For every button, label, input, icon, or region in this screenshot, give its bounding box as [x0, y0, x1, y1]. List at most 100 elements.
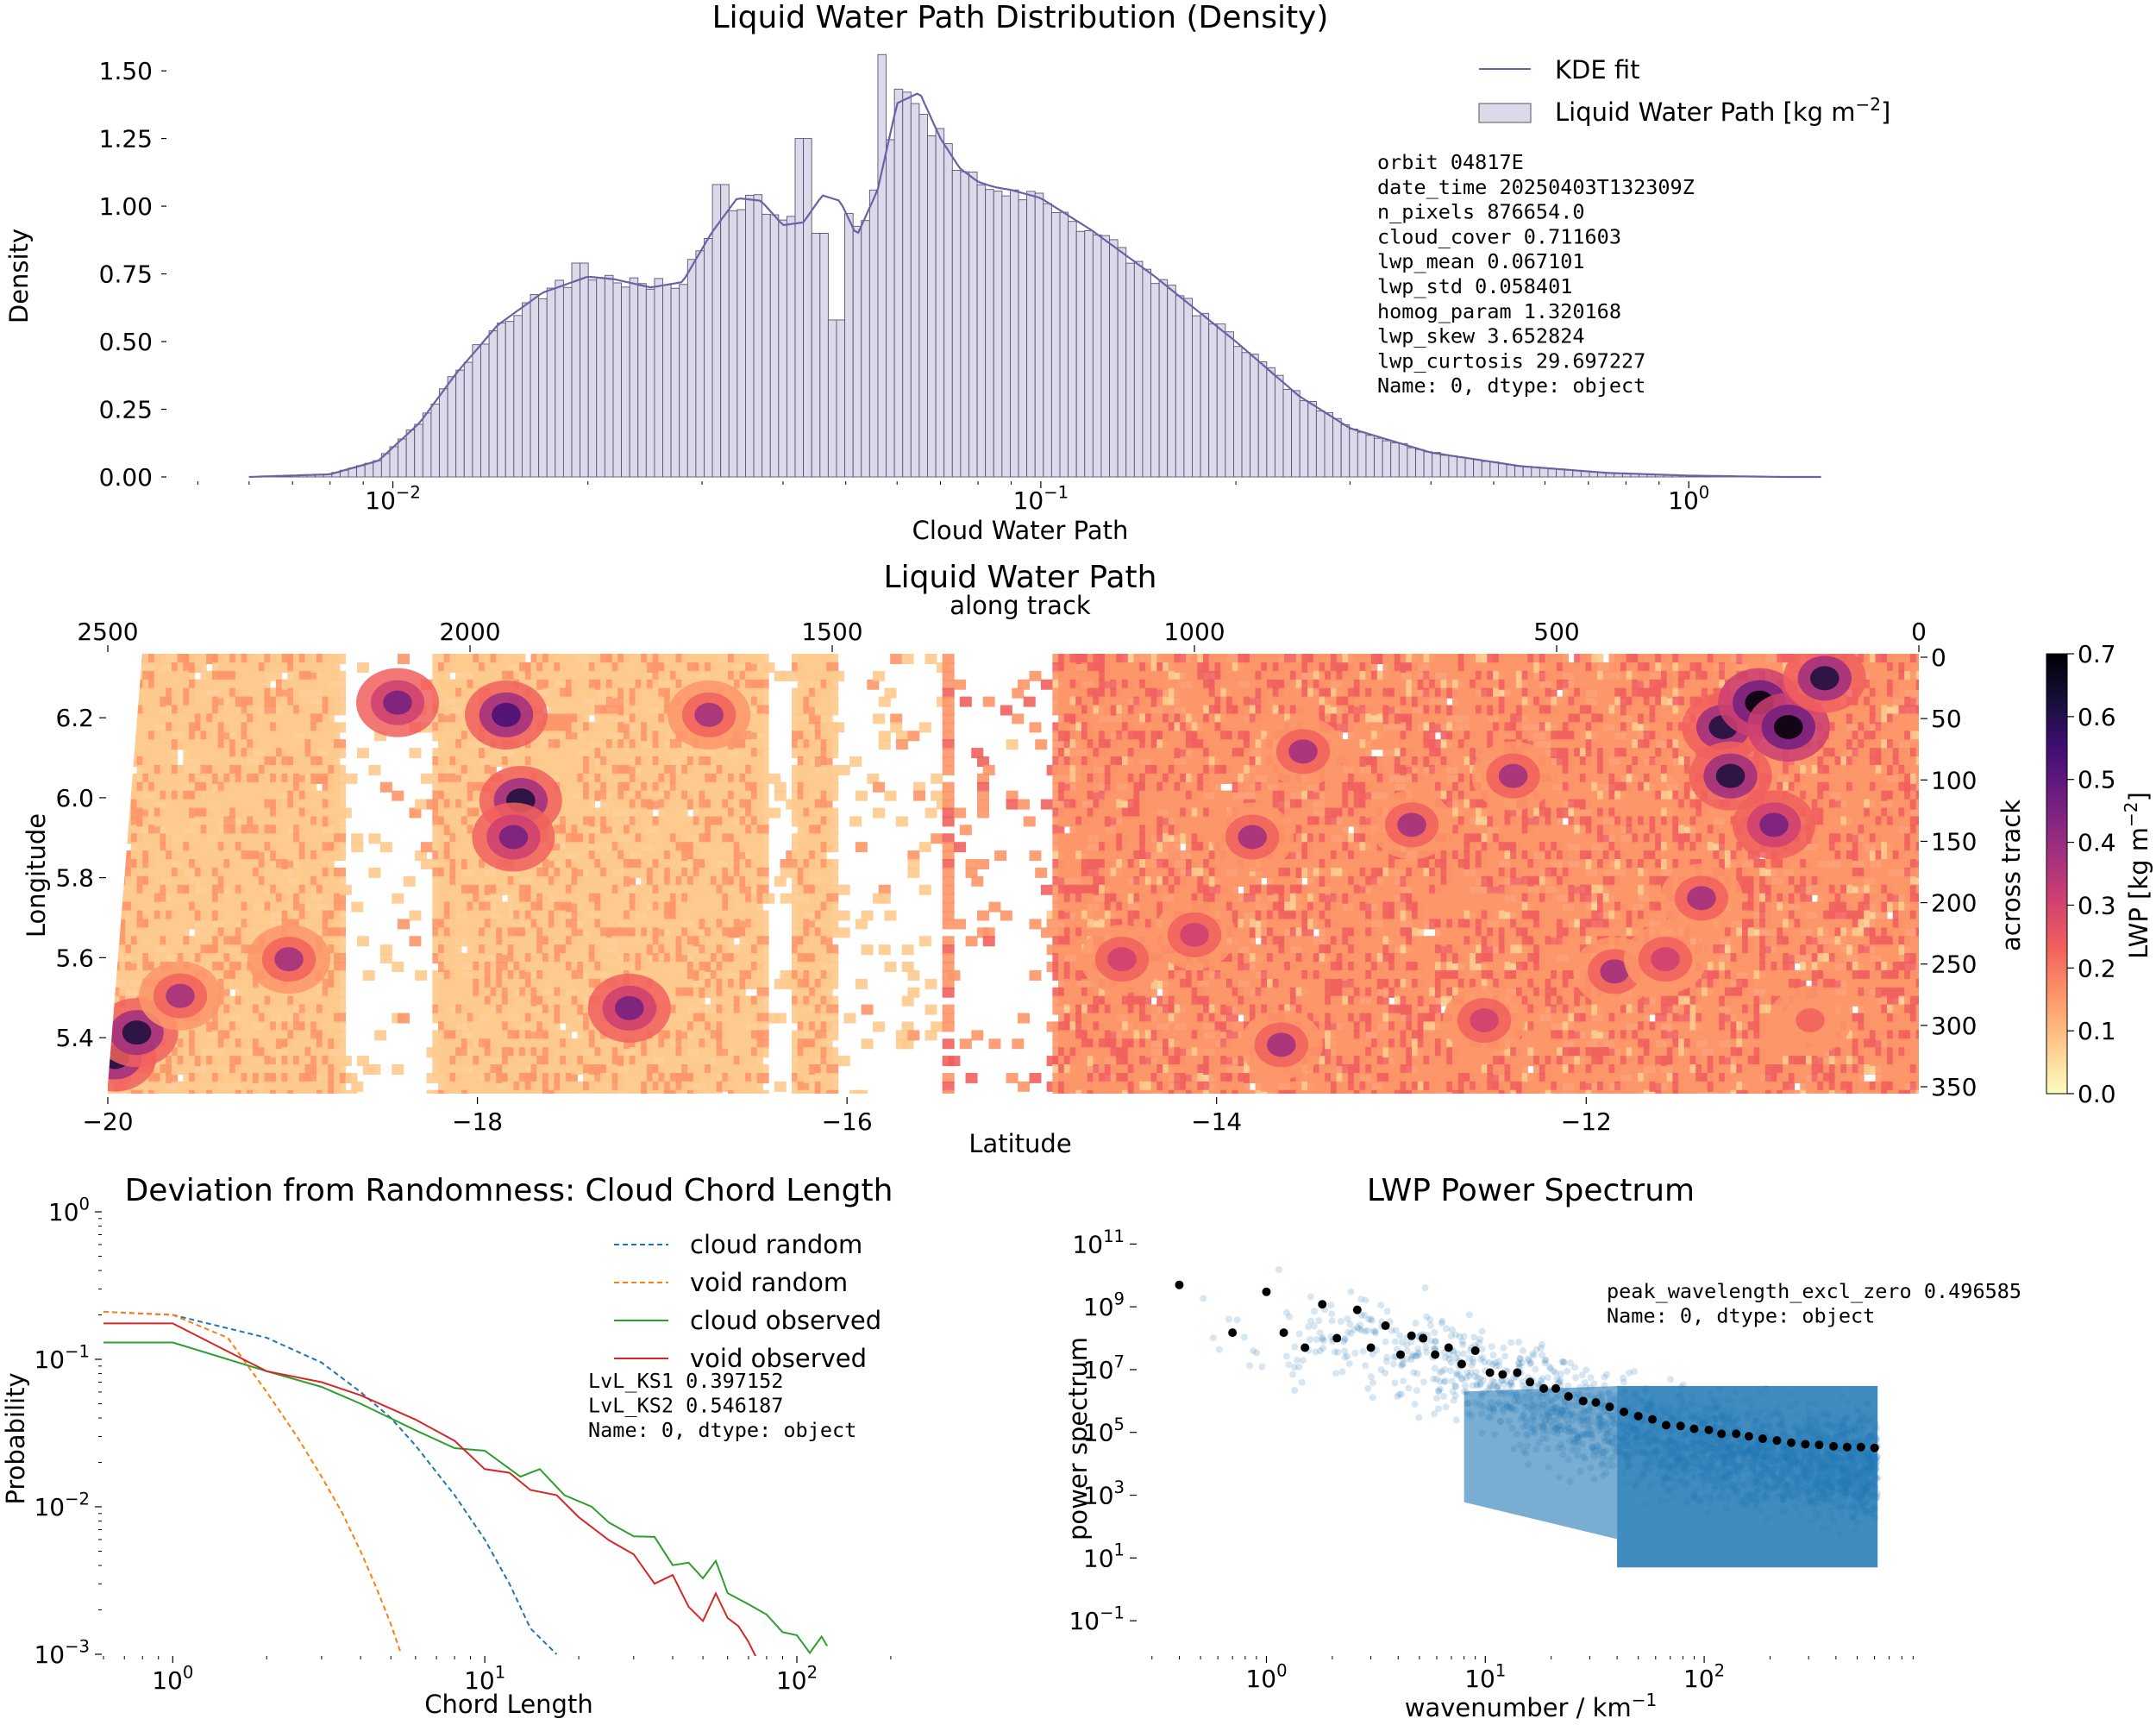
- histogram-bar: [538, 298, 548, 478]
- map-cell: [334, 654, 347, 664]
- histogram-bar: [1374, 437, 1383, 478]
- histogram-bar: [1464, 458, 1475, 478]
- histogram-bar: [1026, 191, 1036, 478]
- histogram-bar: [1225, 331, 1234, 478]
- map-cell: [264, 705, 277, 716]
- histogram-bar: [1266, 367, 1275, 478]
- histogram-bar: [1315, 411, 1326, 478]
- histogram-bar: [827, 319, 837, 478]
- histogram-bar: [728, 210, 738, 478]
- map-cell: [328, 731, 341, 742]
- map-cell: [264, 910, 277, 921]
- histogram-bar: [1365, 435, 1375, 478]
- map-cell: [310, 748, 323, 759]
- map-cell: [334, 722, 347, 733]
- map-cell: [287, 731, 300, 742]
- hist-plot-area: [248, 53, 1821, 479]
- map-cell: [322, 859, 335, 869]
- histogram-bar: [1357, 431, 1367, 478]
- histogram-bar: [761, 213, 771, 478]
- map-cell: [322, 1047, 335, 1058]
- map-cell: [328, 662, 341, 673]
- map-cell: [166, 859, 179, 869]
- map-cell: [379, 953, 392, 964]
- map-cell: [304, 893, 317, 904]
- map-cell: [762, 893, 775, 904]
- histogram-bar: [439, 388, 448, 478]
- histogram-bar: [1324, 412, 1334, 478]
- histogram-bar: [1415, 448, 1425, 478]
- map-cell: [339, 1056, 352, 1067]
- map-cell: [241, 825, 254, 836]
- histogram-bar: [1547, 468, 1557, 478]
- histogram-bar: [1200, 312, 1210, 478]
- histogram-bar: [1009, 189, 1019, 478]
- histogram-bar: [1423, 451, 1433, 478]
- map-cell: [316, 825, 329, 836]
- histogram-bar: [902, 91, 912, 478]
- map-cell: [223, 816, 236, 827]
- map-cell: [774, 1013, 787, 1024]
- lwp-histogram-panel: Liquid Water Path Distribution (Density)…: [4, 0, 1890, 545]
- stats-line: n_pixels 876654.0: [1377, 200, 1585, 224]
- histogram-bar: [1382, 440, 1392, 478]
- stats-line: orbit 04817E: [1377, 150, 1524, 174]
- map-cell: [351, 842, 364, 853]
- histogram-bar: [1175, 295, 1185, 478]
- map-cell: [211, 825, 224, 836]
- y-tick-label: 0.25: [99, 396, 153, 424]
- histogram-bar: [985, 189, 994, 478]
- hist-title: Liquid Water Path Distribution (Density): [712, 0, 1329, 35]
- y-tick-label: 1.25: [99, 125, 153, 154]
- map-cell: [223, 1081, 236, 1092]
- map-cell: [281, 1013, 294, 1024]
- map-cell: [409, 748, 422, 759]
- histogram-bar: [1539, 467, 1549, 478]
- map-cell: [200, 687, 213, 699]
- map-title: Liquid Water Path: [884, 560, 1157, 595]
- histogram-bar: [488, 330, 498, 478]
- map-cell: [774, 1081, 787, 1092]
- histogram-bar: [1109, 239, 1119, 478]
- histogram-bar: [587, 279, 598, 478]
- map-cell: [304, 781, 317, 793]
- map-cell: [211, 696, 224, 707]
- map-cell: [756, 1089, 769, 1094]
- map-cell: [247, 901, 260, 913]
- histogram-bar: [513, 315, 523, 478]
- histogram-bar: [480, 343, 490, 478]
- histogram-bar: [736, 209, 746, 478]
- map-cell: [177, 781, 190, 793]
- map-top-axis-label: along track: [950, 591, 1091, 620]
- map-cell: [780, 893, 793, 904]
- map-cell: [392, 1064, 404, 1075]
- histogram-bar: [1564, 469, 1574, 478]
- histogram-bar: [778, 219, 787, 478]
- map-cell: [379, 842, 392, 853]
- map-cell: [310, 987, 323, 998]
- hist-xlabel: Cloud Water Path: [912, 516, 1129, 545]
- map-cell: [183, 875, 196, 887]
- map-cell: [328, 756, 341, 767]
- histogram-bar: [1506, 464, 1516, 478]
- map-cell: [211, 816, 224, 827]
- histogram-bar: [1092, 234, 1102, 478]
- map-cell: [304, 696, 317, 707]
- histogram-bar: [893, 88, 904, 478]
- legend-hist-swatch: [1478, 103, 1532, 123]
- histogram-bar: [704, 238, 713, 478]
- histogram-bar: [1473, 459, 1482, 478]
- histogram-bar: [960, 171, 969, 478]
- histogram-bar: [530, 293, 540, 478]
- map-cell: [194, 662, 207, 673]
- map-cell: [281, 825, 294, 836]
- histogram-bar: [1192, 315, 1201, 478]
- stats-line: Name: 0, dtype: object: [1377, 373, 1645, 398]
- histogram-bar: [886, 139, 895, 478]
- map-cell: [762, 662, 775, 673]
- map-cell: [253, 705, 265, 716]
- map-cell: [270, 670, 283, 681]
- histogram-bar: [745, 194, 755, 478]
